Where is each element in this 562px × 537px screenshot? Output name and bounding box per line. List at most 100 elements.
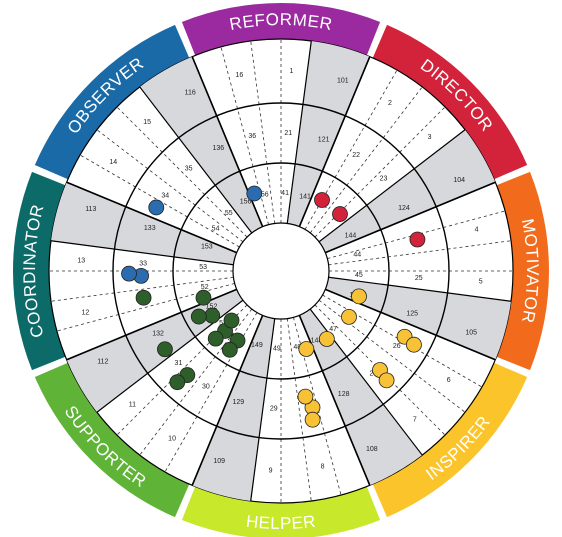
sector-number: 22 <box>352 152 360 159</box>
shaded-sector <box>192 315 275 502</box>
segment-observer <box>34 24 190 180</box>
response-dot-green <box>204 307 221 324</box>
sector-number: 2 <box>388 100 392 107</box>
sector-number: 121 <box>318 137 330 144</box>
sector-line <box>250 318 276 502</box>
sector-number: 49 <box>273 346 281 353</box>
sector-number: 105 <box>465 330 477 337</box>
sector-number: 21 <box>284 130 292 137</box>
sector-number: 128 <box>338 391 350 398</box>
shaded-sector <box>139 56 263 233</box>
sector-number: 13 <box>77 257 85 264</box>
sector-line <box>50 240 234 266</box>
response-dot-yellow <box>378 372 395 389</box>
response-dot-yellow <box>318 331 335 347</box>
sector-number: 26 <box>393 343 401 350</box>
response-dot-green <box>169 374 186 391</box>
sector-number: 36 <box>248 133 256 140</box>
sector-line <box>318 129 466 243</box>
sector-number: 11 <box>129 402 136 409</box>
sector-number: 104 <box>453 177 465 184</box>
shaded-sector <box>50 182 237 265</box>
response-dot-green <box>157 341 173 358</box>
sector-number: 109 <box>213 458 225 465</box>
sector-number: 10 <box>168 436 176 443</box>
response-dot-red <box>332 206 348 222</box>
sector-line <box>96 129 244 243</box>
segment-director <box>372 24 528 180</box>
sector-number: 101 <box>337 78 349 85</box>
sector-number: 45 <box>355 272 363 279</box>
sector-number: 55 <box>225 210 233 217</box>
response-dot-green <box>221 341 238 358</box>
response-dot-red <box>409 231 426 248</box>
ring <box>172 162 390 380</box>
response-dot-yellow <box>298 341 315 357</box>
response-dot-green <box>190 308 207 325</box>
sector-number: 113 <box>85 206 96 213</box>
segment-supporter <box>34 362 190 518</box>
sector-midline <box>116 106 248 238</box>
sector-number: 136 <box>213 145 225 152</box>
sector-number: 25 <box>415 275 423 282</box>
sector-number: 48 <box>293 344 301 351</box>
segment-divider <box>191 315 264 486</box>
sector-number: 35 <box>185 165 193 172</box>
sector-number: 149 <box>251 342 263 349</box>
response-dot-green <box>223 312 240 329</box>
response-dot-yellow <box>297 388 314 405</box>
response-dot-red <box>314 192 330 208</box>
sector-line <box>309 86 423 234</box>
sector-number: 125 <box>406 310 418 317</box>
sector-number: 141 <box>299 194 311 201</box>
segment-label-motivator: MOTIVATOR <box>518 217 542 325</box>
sector-number: 153 <box>201 244 213 251</box>
sector-number: 1 <box>290 68 294 75</box>
sector-line <box>328 240 512 266</box>
sector-number: 29 <box>270 406 278 413</box>
segment-divider <box>298 56 371 227</box>
sector-line <box>328 276 512 302</box>
segment-motivator <box>496 171 549 371</box>
response-dot-blue <box>246 185 263 202</box>
segment-label-helper: HELPER <box>245 512 317 533</box>
sector-number: 6 <box>447 377 451 384</box>
sector-number: 34 <box>161 193 169 200</box>
shaded-sector <box>319 129 496 253</box>
sector-number: 30 <box>202 384 210 391</box>
segment-divider <box>66 181 237 254</box>
segment-reformer <box>181 2 381 56</box>
sector-number: 133 <box>144 225 156 232</box>
sector-number: 116 <box>185 90 196 97</box>
response-dot-green <box>135 289 152 306</box>
sector-number: 12 <box>81 309 89 316</box>
response-dots <box>121 185 426 428</box>
segment-helper <box>181 486 381 537</box>
sector-line <box>139 86 253 234</box>
sector-number: 15 <box>143 119 151 126</box>
sector-line <box>50 276 234 302</box>
sector-line <box>286 318 312 502</box>
sector-number: 47 <box>329 326 337 333</box>
sector-number: 53 <box>199 264 207 271</box>
response-dot-yellow <box>406 336 422 353</box>
sector-number: 31 <box>175 360 183 367</box>
center-disc <box>232 222 330 320</box>
ring-lines <box>49 39 513 503</box>
sector-number: 132 <box>152 330 164 337</box>
response-dot-yellow <box>304 411 321 428</box>
sector-number: 156 <box>240 198 252 205</box>
sector-number: 112 <box>97 359 108 366</box>
sector-number: 152 <box>206 303 218 310</box>
sector-number: 7 <box>413 416 417 423</box>
sector-line <box>139 308 253 456</box>
response-dot-green <box>207 330 224 347</box>
sector-line <box>250 40 276 224</box>
sector-number: 16 <box>236 72 244 79</box>
sector-number: 56 <box>261 192 269 199</box>
sector-number: 5 <box>479 278 483 285</box>
sector-number: 52 <box>201 284 209 291</box>
sector-number: 9 <box>269 468 273 475</box>
response-dot-blue <box>148 199 165 216</box>
